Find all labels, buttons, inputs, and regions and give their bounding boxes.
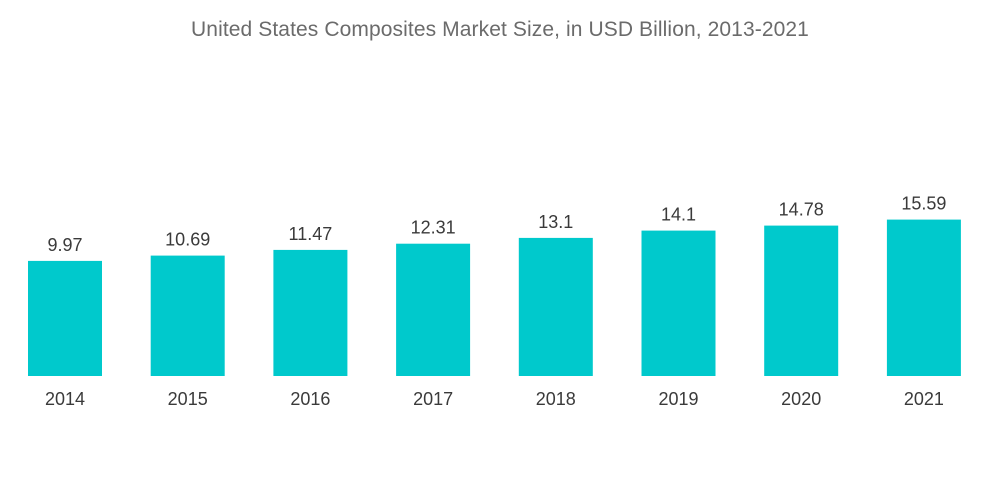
x-tick-label-2016: 2016 bbox=[290, 389, 330, 409]
x-tick-label-2020: 2020 bbox=[781, 389, 821, 409]
bar-2019 bbox=[641, 230, 716, 376]
value-label-2021: 15.59 bbox=[901, 194, 946, 214]
value-label-2020: 14.78 bbox=[779, 200, 824, 220]
x-tick-label-2015: 2015 bbox=[168, 389, 208, 409]
value-label-2016: 11.47 bbox=[289, 224, 333, 244]
x-tick-label-2019: 2019 bbox=[658, 389, 698, 409]
x-tick-label-2018: 2018 bbox=[536, 389, 576, 409]
bar-2021 bbox=[886, 219, 961, 376]
bar-2017 bbox=[396, 243, 471, 376]
bar-2020 bbox=[764, 225, 839, 376]
x-tick-label-2021: 2021 bbox=[904, 389, 944, 409]
bar-2016 bbox=[273, 249, 348, 376]
x-tick-label-2017: 2017 bbox=[413, 389, 453, 409]
value-label-2017: 12.31 bbox=[411, 218, 456, 238]
value-label-2015: 10.69 bbox=[165, 230, 210, 250]
value-labels-group: 9.97 10.69 11.47 12.31 13.1 14.1 14.78 15.59 bbox=[47, 194, 946, 255]
value-label-2019: 14.1 bbox=[661, 205, 696, 225]
x-tick-labels-group: 2014 2015 2016 2017 2018 2019 2020 2021 bbox=[45, 389, 944, 409]
value-label-2018: 13.1 bbox=[538, 212, 573, 232]
value-label-2014: 9.97 bbox=[47, 235, 82, 255]
x-tick-label-2014: 2014 bbox=[45, 389, 85, 409]
bars-group bbox=[28, 219, 961, 376]
bar-2014 bbox=[28, 260, 102, 376]
bar-2015 bbox=[150, 255, 225, 376]
bar-2018 bbox=[518, 237, 593, 376]
chart-title: United States Composites Market Size, in… bbox=[191, 18, 809, 41]
